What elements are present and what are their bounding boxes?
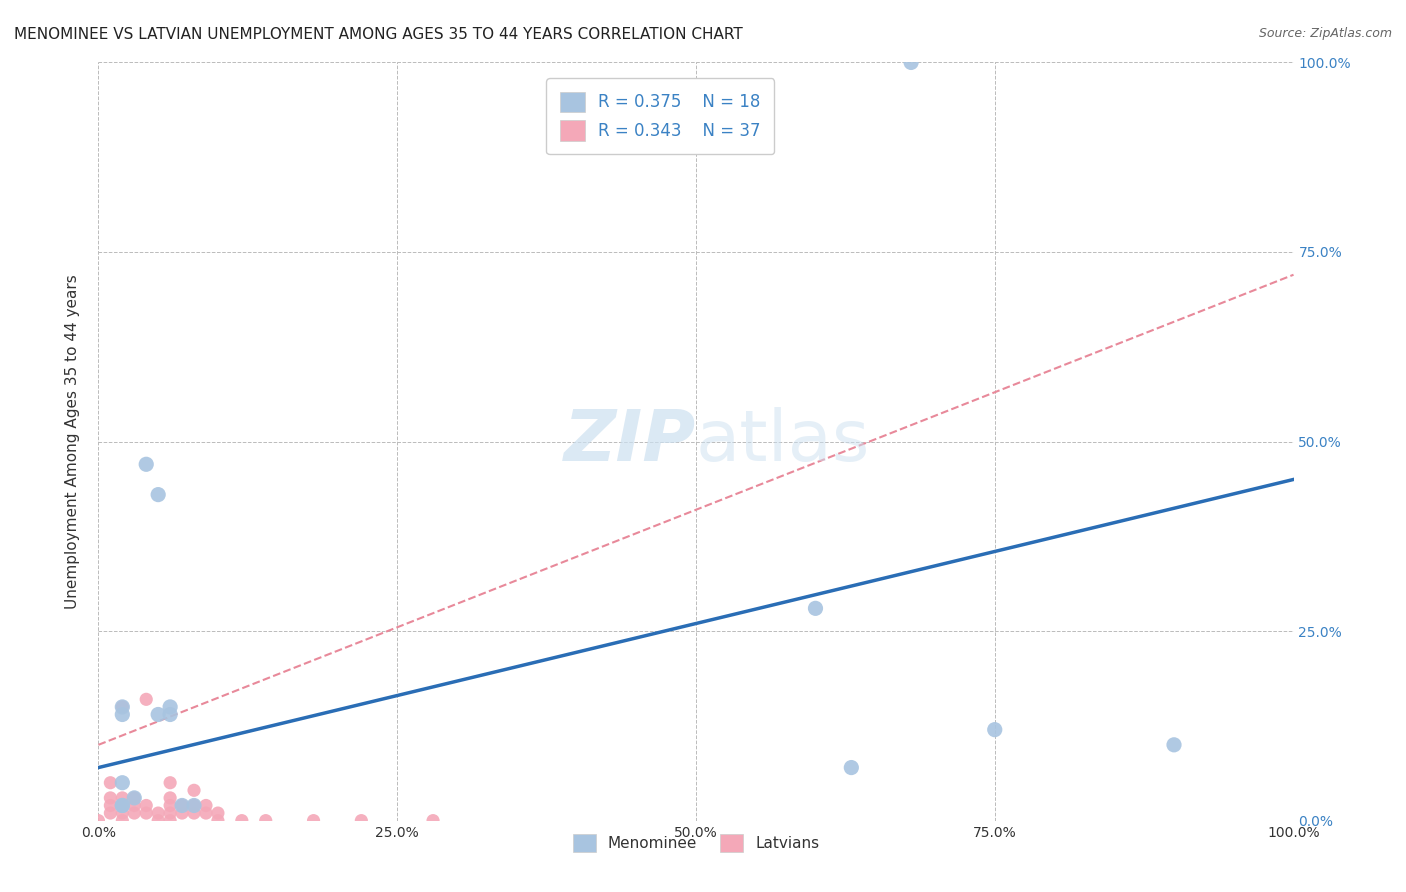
Point: [111, 806, 134, 821]
Point: [111, 798, 134, 813]
Point: [98, 806, 122, 821]
Point: [111, 776, 134, 790]
Point: [135, 806, 157, 821]
Point: [159, 776, 181, 790]
Point: [98, 798, 122, 813]
Point: [172, 798, 194, 813]
Point: [148, 487, 170, 501]
Point: [183, 783, 205, 797]
Point: [841, 760, 863, 774]
Point: [111, 699, 134, 714]
Point: [195, 806, 218, 821]
Text: ZIP: ZIP: [564, 407, 696, 476]
Point: [111, 798, 134, 813]
Text: MENOMINEE VS LATVIAN UNEMPLOYMENT AMONG AGES 35 TO 44 YEARS CORRELATION CHART: MENOMINEE VS LATVIAN UNEMPLOYMENT AMONG …: [14, 27, 742, 42]
Point: [159, 806, 181, 821]
Point: [207, 814, 229, 828]
Point: [900, 55, 922, 70]
Point: [124, 791, 146, 805]
Point: [111, 707, 134, 722]
Point: [98, 776, 122, 790]
Y-axis label: Unemployment Among Ages 35 to 44 years: Unemployment Among Ages 35 to 44 years: [65, 274, 80, 609]
Point: [98, 791, 122, 805]
Point: [195, 798, 218, 813]
Point: [124, 798, 146, 813]
Point: [87, 814, 110, 828]
Point: [254, 814, 277, 828]
Point: [159, 791, 181, 805]
Point: [183, 798, 205, 813]
Text: Source: ZipAtlas.com: Source: ZipAtlas.com: [1258, 27, 1392, 40]
Point: [148, 806, 170, 821]
Point: [231, 814, 253, 828]
Point: [159, 798, 181, 813]
Point: [172, 798, 194, 813]
Point: [148, 814, 170, 828]
Text: atlas: atlas: [696, 407, 870, 476]
Point: [135, 798, 157, 813]
Point: [111, 791, 134, 805]
Point: [183, 798, 205, 813]
Point: [124, 791, 146, 805]
Point: [111, 699, 134, 714]
Point: [350, 814, 373, 828]
Point: [148, 707, 170, 722]
Point: [183, 806, 205, 821]
Point: [422, 814, 444, 828]
Point: [111, 814, 134, 828]
Point: [302, 814, 325, 828]
Point: [984, 723, 1007, 737]
Point: [1163, 738, 1185, 752]
Point: [111, 798, 134, 813]
Point: [124, 806, 146, 821]
Point: [207, 806, 229, 821]
Point: [159, 699, 181, 714]
Point: [172, 806, 194, 821]
Point: [159, 814, 181, 828]
Point: [804, 601, 827, 615]
Point: [135, 692, 157, 706]
Point: [159, 707, 181, 722]
Legend: Menominee, Latvians: Menominee, Latvians: [567, 828, 825, 858]
Point: [135, 458, 157, 472]
